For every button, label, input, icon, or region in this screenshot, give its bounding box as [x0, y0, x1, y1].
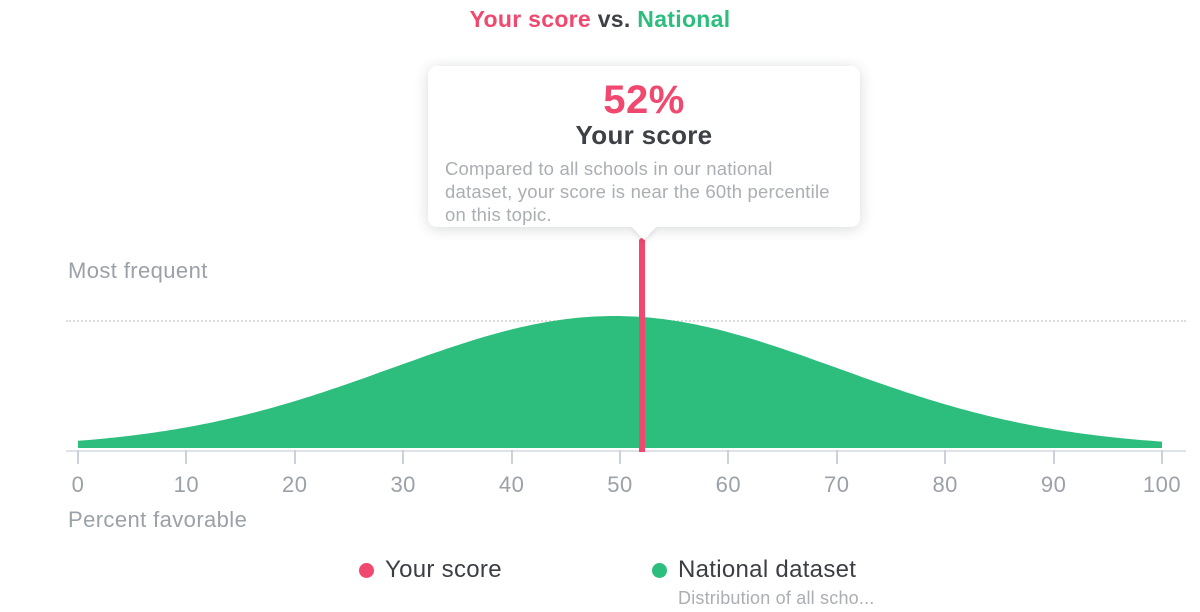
title-national: National [637, 6, 731, 32]
tooltip-score-label: Your score [575, 120, 713, 150]
national-distribution-area[interactable] [78, 316, 1162, 448]
your-score-marker-line[interactable] [638, 238, 645, 452]
x-tick-mark [185, 450, 188, 464]
x-tick-label: 10 [173, 472, 200, 497]
x-tick-mark [944, 450, 947, 464]
x-tick-label: 100 [1142, 472, 1182, 497]
x-tick-label: 90 [1040, 472, 1067, 497]
x-tick-label: 0 [71, 472, 85, 497]
x-axis-label: Percent favorable [68, 507, 248, 532]
your-score-dot-icon [359, 563, 374, 578]
legend-your-score-label: Your score [385, 556, 502, 583]
x-tick-label: 50 [607, 472, 633, 497]
x-tick-label: 80 [932, 472, 958, 497]
chart-title: Your score vs. National [0, 6, 1200, 33]
x-axis-line [66, 450, 1186, 452]
x-tick-mark [727, 450, 730, 464]
y-axis-label: Most frequent [68, 258, 208, 283]
tooltip-description: Compared to all schools in our national … [445, 157, 830, 226]
legend-national-label: National dataset [678, 556, 857, 583]
x-tick-mark [619, 450, 621, 464]
x-tick-label: 40 [498, 472, 525, 497]
x-tick-mark [77, 450, 79, 464]
x-tick-mark [510, 450, 513, 464]
tooltip-arrow-icon [631, 226, 657, 240]
x-tick-mark [835, 450, 838, 464]
x-tick-label: 70 [824, 472, 850, 497]
title-vs: vs. [597, 6, 631, 32]
x-tick-mark [1161, 450, 1163, 464]
legend-national-sublabel: Distribution of all scho... [678, 587, 875, 608]
legend-item-national: National dataset Distribution of all sch… [652, 556, 874, 609]
x-tick-label: 60 [715, 472, 742, 497]
legend-item-your-score: Your score [359, 556, 502, 585]
national-dot-icon [652, 563, 667, 578]
x-tick-mark [402, 450, 405, 464]
score-tooltip: 52% Your score Compared to all schools i… [428, 66, 860, 240]
x-tick-label: 20 [282, 472, 308, 497]
tooltip-score-value: 52% [603, 78, 685, 122]
x-tick-label: 30 [390, 472, 416, 497]
x-tick-mark [293, 450, 296, 464]
title-your-score: Your score [469, 6, 592, 32]
x-tick-mark [1052, 450, 1055, 464]
